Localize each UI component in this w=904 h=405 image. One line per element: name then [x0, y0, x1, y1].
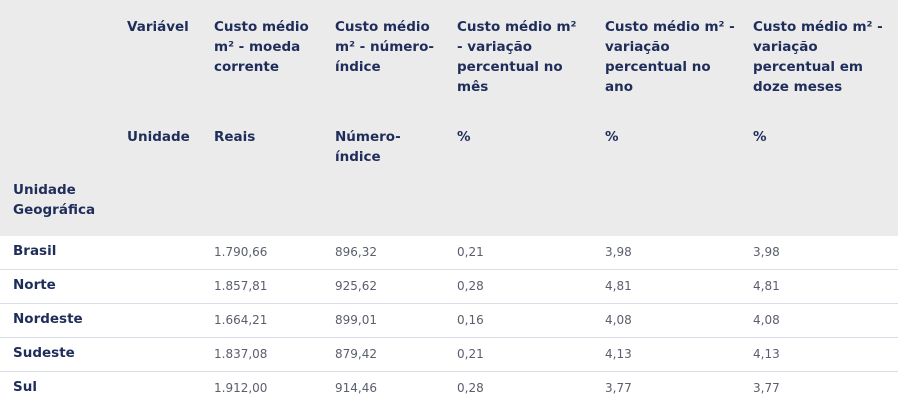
- row-label: Nordeste: [13, 311, 83, 327]
- table-header: Variável Custo médio m² - moeda corrente…: [0, 0, 898, 236]
- row-label: Norte: [13, 277, 56, 293]
- table-row-norte: Norte 1.857,81 925,62 0,28 4,81 4,81: [0, 270, 898, 304]
- unit-numero-indice: Número-índice: [335, 129, 401, 165]
- row-label: Sudeste: [13, 345, 75, 361]
- cell-numero-indice: 914,46: [335, 381, 377, 395]
- column-header-numero-indice: Custo médio m² - número-índice: [335, 19, 434, 75]
- table-row-nordeste: Nordeste 1.664,21 899,01 0,16 4,08 4,08: [0, 304, 898, 338]
- column-header-variacao-ano: Custo médio m² - variação percentual no …: [605, 19, 735, 95]
- cell-moeda-corrente: 1.912,00: [214, 381, 268, 395]
- table-row-sul: Sul 1.912,00 914,46 0,28 3,77 3,77: [0, 372, 898, 405]
- cell-variacao-ano: 4,81: [605, 279, 632, 293]
- cell-variacao-doze-meses: 3,77: [753, 381, 780, 395]
- cell-variacao-mes: 0,21: [457, 245, 484, 259]
- cell-variacao-ano: 3,77: [605, 381, 632, 395]
- unit-variacao-ano: %: [605, 129, 619, 145]
- cell-numero-indice: 896,32: [335, 245, 377, 259]
- unit-variacao-doze-meses: %: [753, 129, 767, 145]
- cell-moeda-corrente: 1.837,08: [214, 347, 268, 361]
- row-label: Sul: [13, 379, 37, 395]
- table-row-brasil: Brasil 1.790,66 896,32 0,21 3,98 3,98: [0, 236, 898, 270]
- cell-numero-indice: 925,62: [335, 279, 377, 293]
- cell-numero-indice: 899,01: [335, 313, 377, 327]
- cell-variacao-doze-meses: 4,08: [753, 313, 780, 327]
- cell-variacao-mes: 0,16: [457, 313, 484, 327]
- cell-variacao-doze-meses: 4,13: [753, 347, 780, 361]
- cell-variacao-mes: 0,28: [457, 279, 484, 293]
- cell-variacao-ano: 4,08: [605, 313, 632, 327]
- cell-variacao-ano: 3,98: [605, 245, 632, 259]
- column-header-variacao-mes: Custo médio m² - variação percentual no …: [457, 19, 577, 95]
- unidade-geografica-header: Unidade Geográfica: [13, 182, 96, 218]
- cell-moeda-corrente: 1.857,81: [214, 279, 268, 293]
- cell-variacao-mes: 0,21: [457, 347, 484, 361]
- column-header-moeda-corrente: Custo médio m² - moeda corrente: [214, 19, 309, 75]
- cell-variacao-mes: 0,28: [457, 381, 484, 395]
- cell-variacao-ano: 4,13: [605, 347, 632, 361]
- cell-variacao-doze-meses: 4,81: [753, 279, 780, 293]
- table-row-sudeste: Sudeste 1.837,08 879,42 0,21 4,13 4,13: [0, 338, 898, 372]
- column-header-variacao-doze-meses: Custo médio m² - variação percentual em …: [753, 19, 883, 95]
- unit-moeda-corrente: Reais: [214, 129, 256, 145]
- unidade-header: Unidade: [127, 129, 190, 145]
- cell-numero-indice: 879,42: [335, 347, 377, 361]
- row-label: Brasil: [13, 243, 57, 259]
- cell-moeda-corrente: 1.664,21: [214, 313, 268, 327]
- cell-moeda-corrente: 1.790,66: [214, 245, 268, 259]
- cell-variacao-doze-meses: 3,98: [753, 245, 780, 259]
- unit-variacao-mes: %: [457, 129, 471, 145]
- variavel-header: Variável: [127, 19, 189, 35]
